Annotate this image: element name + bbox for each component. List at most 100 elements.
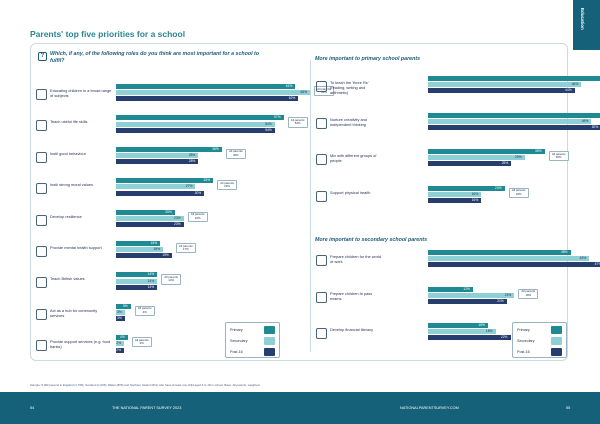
priority-row: Prepare children to pass exams 12% 23% 21% A… — [316, 286, 556, 309]
bar-value: 28% — [188, 152, 196, 157]
bar-value: 43% — [579, 256, 587, 261]
bar-value: 16% — [471, 191, 479, 196]
bar-post16: 25% — [428, 161, 512, 167]
priority-icon — [36, 89, 47, 100]
bar-primary: 16% — [428, 323, 488, 328]
priority-row: Mix with different groups of people 35% 29… — [316, 149, 569, 171]
bar-value: 14% — [147, 284, 155, 289]
priority-row: Teach British values 14% 14% 14% All parents… — [36, 272, 306, 294]
bar-primary: 15% — [116, 241, 161, 246]
priority-row: Prepare children for the world of work 38… — [316, 250, 600, 272]
bar-value: 49% — [581, 118, 589, 123]
priority-label: Instil good behaviour — [50, 150, 86, 156]
priority-label: Develop resilience — [50, 213, 82, 219]
all-parents-callout: All parents 14% — [161, 274, 182, 285]
priority-row: Provide mental health support 15% 16% 19% Al… — [36, 241, 306, 263]
bar-secondary: 18% — [428, 329, 496, 335]
bar-value: 47% — [594, 262, 600, 267]
bar-value: 21% — [497, 298, 504, 303]
legend-left: Primary Secondary Post-16 — [225, 322, 280, 358]
legend-secondary-label: Secondary — [517, 339, 535, 343]
bar-value: 16% — [471, 197, 479, 202]
priority-icon — [36, 308, 47, 320]
bar-value: 14% — [147, 278, 155, 283]
legend-primary-label: Primary — [517, 328, 530, 332]
all-parents-callout: All parents 22% — [187, 211, 208, 222]
priority-label: Mix with different groups of people — [330, 153, 377, 163]
all-parents-callout: All parents 30% — [225, 148, 246, 159]
bar-value: 23% — [495, 185, 502, 190]
bar-primary: 35% — [428, 149, 545, 154]
priority-label: To teach the 'three Rs' (reading, writin… — [330, 80, 369, 95]
bar-value: 27% — [185, 184, 193, 189]
legend-post16-label: Post-16 — [517, 350, 530, 354]
bar-value: 15% — [150, 241, 158, 245]
all-parents-callout: All parents 3% — [131, 337, 152, 348]
bar-value: 46% — [571, 82, 579, 87]
bar-secondary: 46% — [428, 82, 582, 88]
priority-label: Educating children in a broad range of s… — [50, 88, 112, 98]
question-text: Which, if any, of the following roles do… — [50, 51, 260, 64]
priority-row: Provide support services (e.g. food bank… — [36, 335, 306, 357]
priority-icon — [316, 328, 327, 339]
bar-value: 54% — [265, 121, 272, 126]
bar-value: 57% — [274, 115, 281, 120]
bar-value: 3% — [117, 309, 122, 314]
footer-url: NATIONALPARENTSURVEY.COM — [400, 406, 459, 410]
all-parents-callout: All parents 17% — [175, 243, 196, 254]
priority-icon — [316, 190, 327, 202]
bar-secondary: 2% — [116, 341, 124, 347]
bar-secondary: 16% — [116, 247, 164, 253]
bar-post16: 52% — [428, 124, 600, 130]
priority-row: Educating children in a broad range of s… — [36, 84, 335, 106]
priority-row: Nurture creativity and independent think… — [316, 112, 600, 135]
bar-primary: 57% — [428, 76, 600, 81]
priority-label: Instil strong moral values — [50, 182, 94, 188]
priority-icon — [36, 214, 47, 226]
bar-primary: 57% — [116, 115, 284, 121]
bar-post16: 22% — [428, 335, 511, 341]
priority-icon — [316, 117, 327, 129]
bar-value: 54% — [265, 127, 272, 132]
priority-icon — [316, 154, 327, 165]
bar-primary: 36% — [116, 146, 222, 152]
bar-secondary: 54% — [116, 121, 275, 127]
bar-primary: 33% — [116, 178, 214, 184]
bar-primary: 20% — [116, 209, 175, 215]
priority-label: Provide mental health support — [50, 245, 102, 250]
priority-icon — [36, 340, 47, 352]
bar-primary: 61% — [116, 84, 296, 89]
bar-primary: 14% — [116, 272, 158, 278]
bar-value: 62% — [288, 96, 296, 101]
bar-post16: 3% — [116, 316, 125, 322]
bar-post16: 19% — [116, 253, 172, 259]
footer-page-left: 54 — [30, 406, 35, 410]
legend-primary-swatch — [264, 326, 275, 334]
bar-post16: 21% — [428, 298, 507, 304]
footer: 54 THE NATIONAL PARENT SURVEY 2023 NATIO… — [0, 392, 600, 424]
bar-secondary: 66% — [116, 90, 311, 96]
priority-row: Teach useful life skills 57% 54% 54% All par… — [36, 115, 308, 137]
priority-row: Act as a hub for community services 5% 3% 3… — [36, 303, 306, 326]
legend-primary-swatch — [551, 326, 562, 334]
priority-label: Teach useful life skills — [50, 119, 88, 125]
question-icon: ? — [38, 52, 47, 61]
bar-primary: 4% — [116, 335, 128, 341]
priority-icon — [36, 183, 47, 195]
bar-post16: 44% — [428, 88, 575, 94]
bar-value: 16% — [153, 247, 161, 252]
bar-value: 18% — [485, 329, 493, 334]
bar-secondary: 14% — [116, 278, 158, 284]
bar-post16: 62% — [116, 96, 299, 102]
bar-secondary: 28% — [116, 152, 199, 158]
bar-value: 2% — [116, 341, 121, 346]
priority-row: Instil good behaviour 36% 28% 28% All parent… — [36, 146, 306, 169]
bar-secondary: 23% — [428, 292, 515, 298]
bar-value: 4% — [119, 335, 125, 340]
bar-value: 25% — [501, 161, 509, 166]
bar-secondary: 29% — [428, 155, 525, 161]
bar-value: 20% — [165, 209, 172, 214]
bar-post16: 14% — [116, 284, 158, 290]
bar-value: 52% — [591, 124, 599, 129]
